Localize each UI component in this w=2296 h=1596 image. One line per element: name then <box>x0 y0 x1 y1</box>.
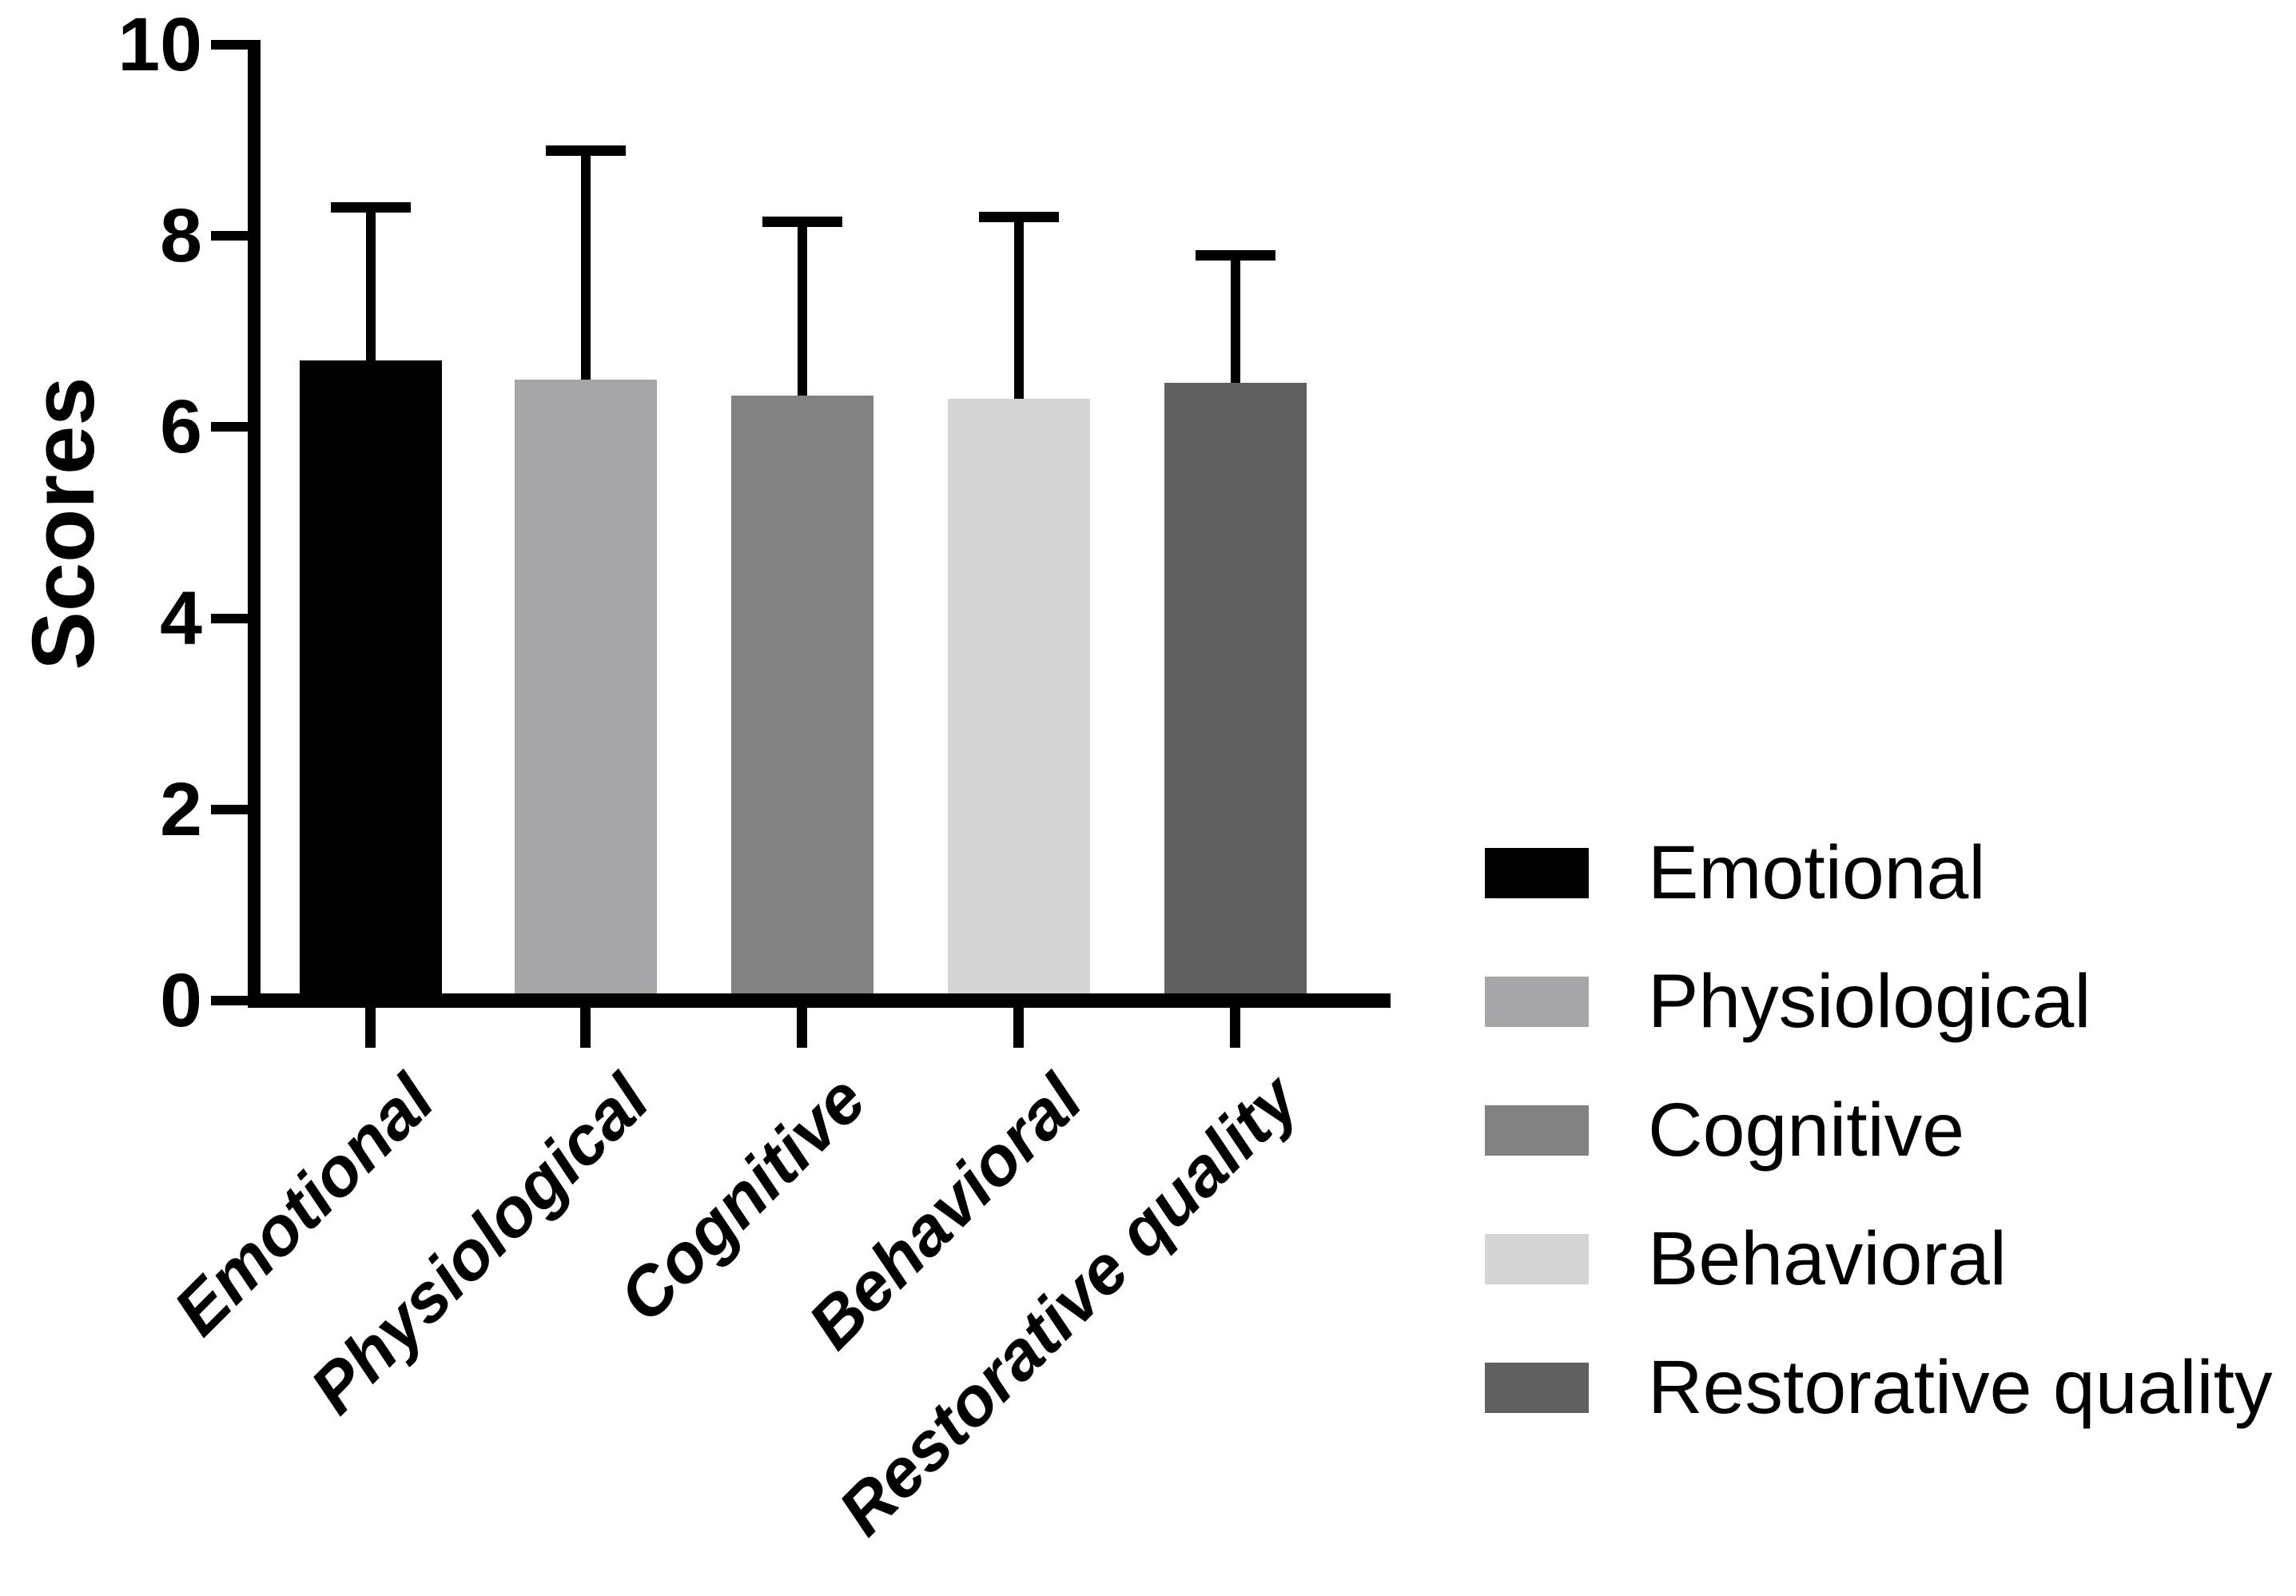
bar-emotional <box>300 360 442 1001</box>
legend-label: Physiological <box>1648 959 2091 1044</box>
error-bar-stem <box>798 217 807 396</box>
legend-label: Behavioral <box>1648 1216 2007 1301</box>
y-tick-mark <box>211 996 248 1005</box>
legend-swatch <box>1485 977 1589 1027</box>
legend-row: Physiological <box>1485 959 2272 1044</box>
bar-physiological <box>515 380 657 1001</box>
error-bar-cap <box>546 145 626 156</box>
error-bar-stem <box>366 202 376 360</box>
error-bar-cap <box>1196 250 1275 261</box>
x-axis-line <box>248 993 1391 1008</box>
bar-behavioral <box>948 399 1090 1001</box>
legend-row: Cognitive <box>1485 1088 2272 1172</box>
legend-label: Restorative quality <box>1648 1345 2273 1430</box>
legend-swatch <box>1485 848 1589 898</box>
y-tick-label: 4 <box>160 576 202 661</box>
legend-swatch <box>1485 1105 1589 1156</box>
x-tick-mark <box>580 1006 591 1048</box>
error-bar-stem <box>1231 250 1240 383</box>
bar-restorative-quality <box>1164 383 1307 1001</box>
y-axis-line <box>248 40 261 1008</box>
x-tick-mark <box>1230 1006 1240 1048</box>
y-tick-label: 6 <box>160 384 202 469</box>
error-bar-cap <box>331 202 411 213</box>
y-axis-title: Scores <box>14 376 113 671</box>
x-tick-mark <box>1013 1006 1024 1048</box>
error-bar-cap <box>979 212 1059 222</box>
legend-row: Emotional <box>1485 830 2272 915</box>
y-tick-label: 0 <box>160 958 202 1043</box>
legend-label: Emotional <box>1648 830 1986 915</box>
legend-swatch <box>1485 1363 1589 1413</box>
y-tick-label: 2 <box>160 767 202 852</box>
legend-label: Cognitive <box>1648 1088 1965 1172</box>
x-tick-mark <box>365 1006 376 1048</box>
legend-row: Behavioral <box>1485 1216 2272 1301</box>
error-bar-stem <box>1014 212 1024 399</box>
legend-swatch <box>1485 1234 1589 1284</box>
y-tick-mark <box>211 614 248 623</box>
x-tick-mark <box>797 1006 807 1048</box>
legend-row: Restorative quality <box>1485 1345 2273 1430</box>
y-tick-mark <box>211 805 248 814</box>
bar-cognitive <box>731 396 873 1001</box>
y-tick-label: 10 <box>117 2 202 87</box>
y-tick-mark <box>211 40 248 50</box>
y-tick-label: 8 <box>160 193 202 278</box>
error-bar-cap <box>762 217 842 227</box>
y-tick-mark <box>211 422 248 432</box>
error-bar-stem <box>581 145 591 380</box>
legend: Emotional Physiological Cognitive Behaviora… <box>1485 830 2273 1491</box>
y-tick-mark <box>211 231 248 241</box>
